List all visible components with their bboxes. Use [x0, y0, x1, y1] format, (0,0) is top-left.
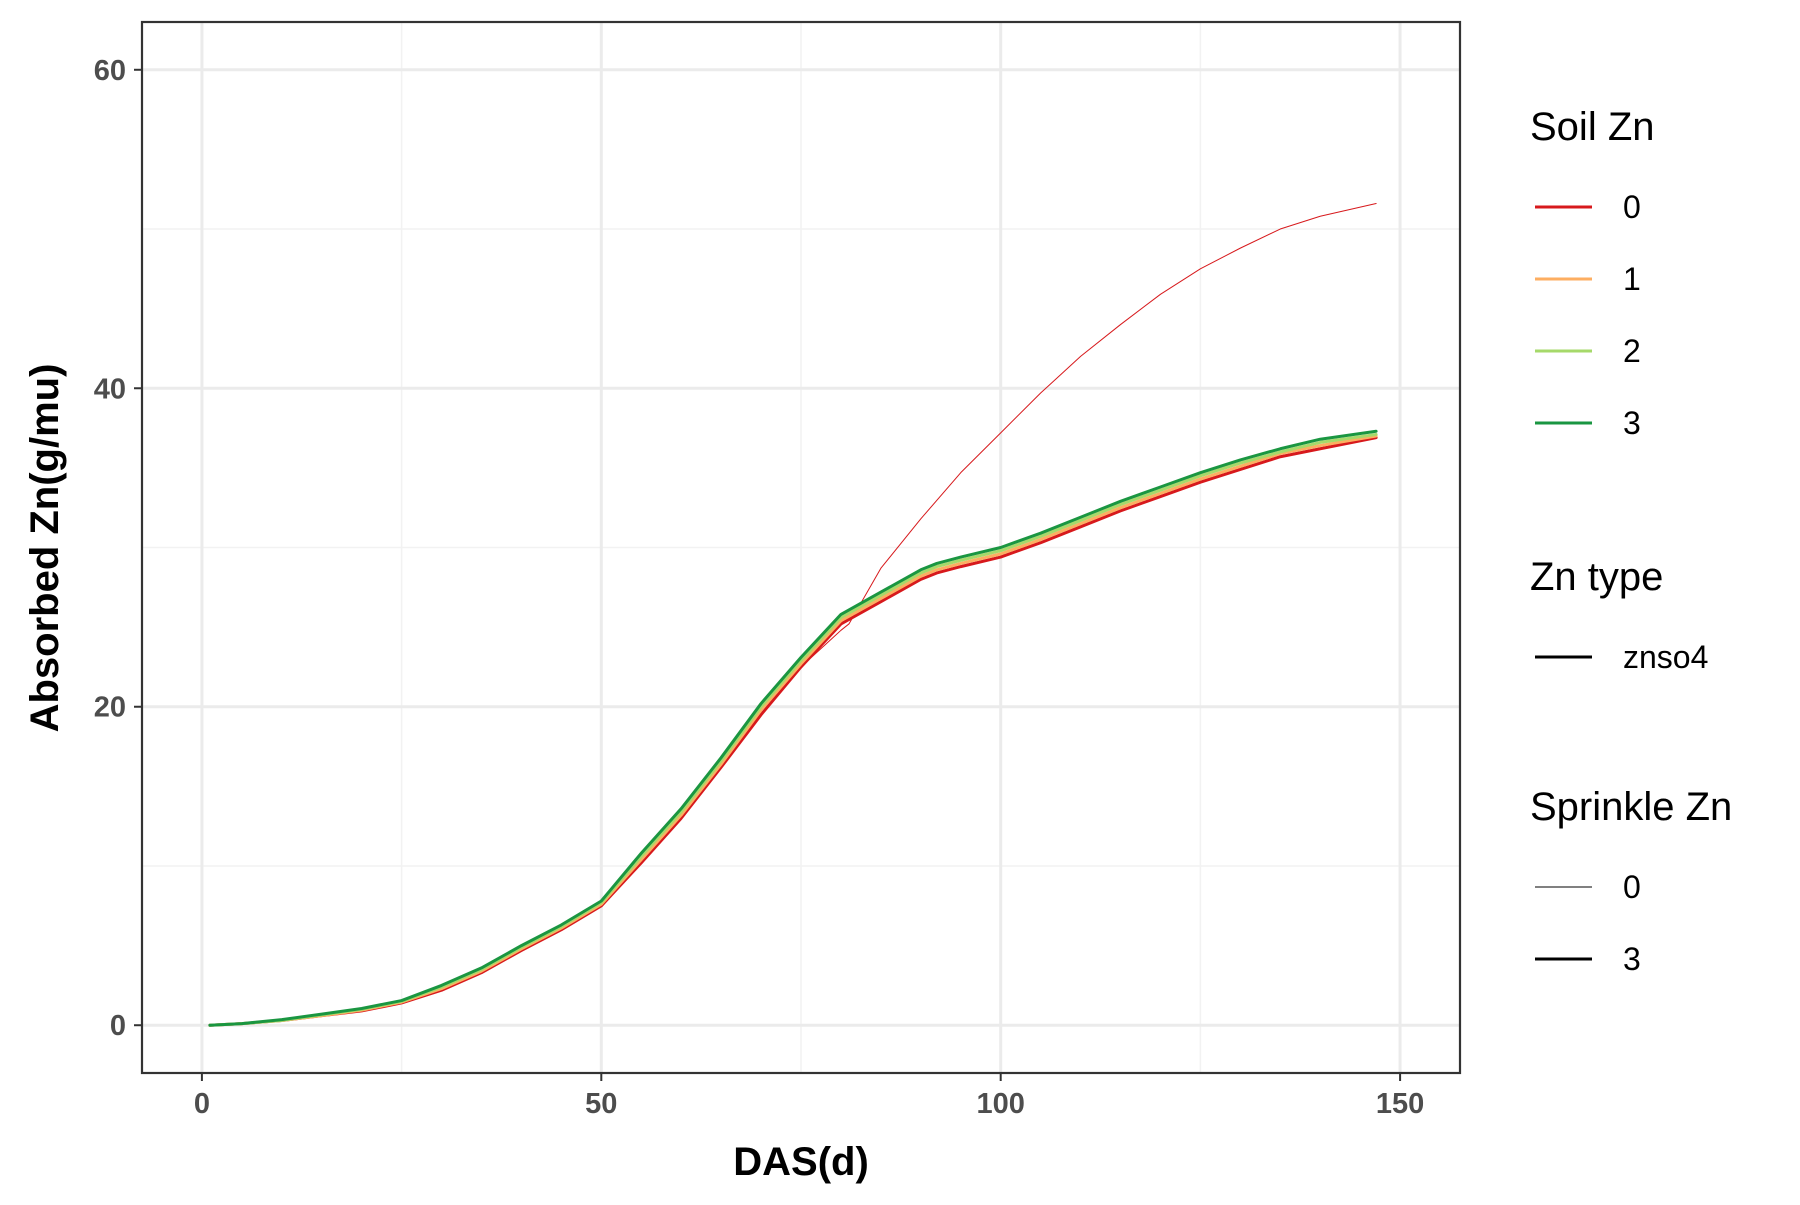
legend-group: Zn type znso4 [1530, 555, 1708, 675]
legend-label: 3 [1623, 941, 1641, 977]
legend-title: Zn type [1530, 555, 1663, 599]
legend: Soil Zn 0 1 2 3 Zn type znso4 Sprinkle Zn 0 3 [1530, 105, 1732, 977]
legend-title: Soil Zn [1530, 105, 1655, 149]
x-tick-label: 0 [194, 1088, 210, 1120]
legend-label: 0 [1623, 189, 1641, 225]
x-tick-label: 150 [1376, 1088, 1424, 1120]
x-tick-label: 100 [977, 1088, 1025, 1120]
y-axis-title: Absorbed Zn(g/mu) [23, 364, 67, 733]
legend-group: Sprinkle Zn 0 3 [1530, 785, 1732, 977]
y-tick-label: 60 [94, 55, 126, 87]
x-tick-label: 50 [585, 1088, 617, 1120]
legend-label: 1 [1623, 261, 1641, 297]
axes: 0 50 100 150 0 20 40 60 [94, 55, 1425, 1120]
y-tick-label: 20 [94, 692, 126, 724]
legend-group: Soil Zn 0 1 2 3 [1530, 105, 1655, 441]
plot-border [140, 20, 1462, 1075]
legend-label: 0 [1623, 869, 1641, 905]
x-axis-title: DAS(d) [733, 1140, 869, 1184]
legend-label: znso4 [1623, 639, 1708, 675]
y-tick-label: 40 [94, 373, 126, 405]
y-tick-label: 0 [110, 1010, 126, 1042]
legend-label: 3 [1623, 405, 1641, 441]
grid-lines [142, 22, 1460, 1073]
series-line-soil-3-sprinkle-3 [208, 429, 1378, 1027]
data-series [208, 203, 1378, 1027]
legend-title: Sprinkle Zn [1530, 785, 1732, 829]
legend-label: 2 [1623, 333, 1641, 369]
